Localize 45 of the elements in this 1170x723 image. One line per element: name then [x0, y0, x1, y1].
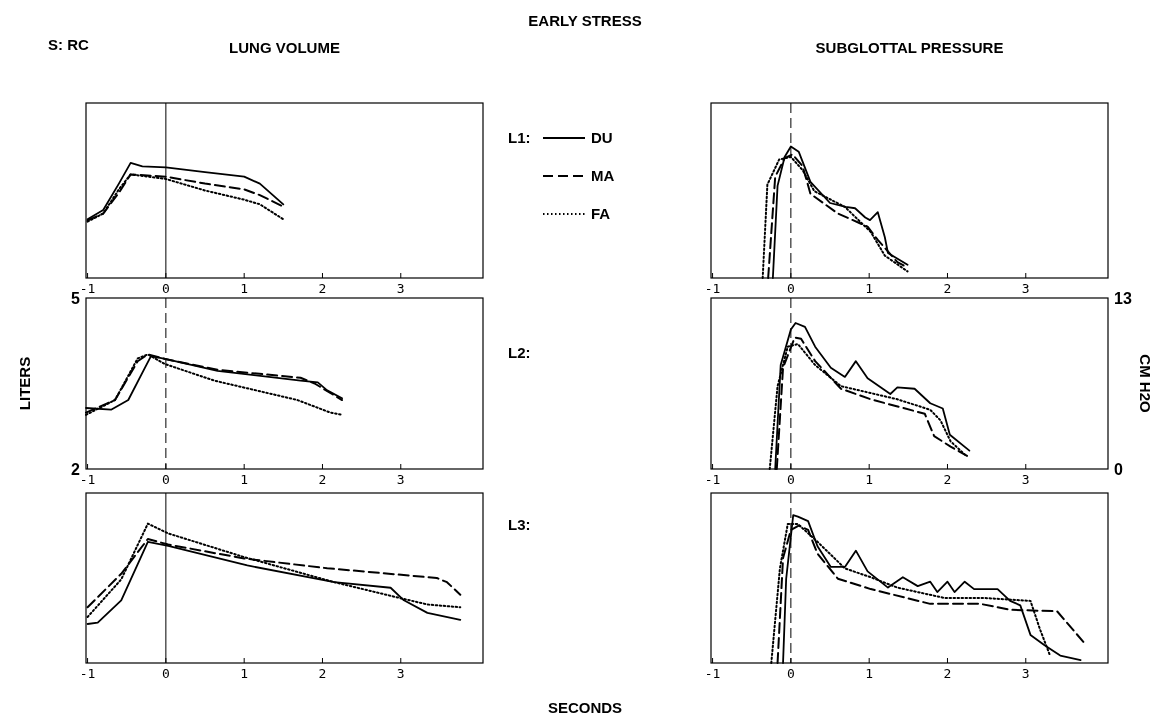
x-tick-label: 2	[318, 281, 327, 296]
text: L2:	[508, 344, 531, 361]
x-tick-label: 1	[865, 666, 874, 681]
x-tick-label: 0	[161, 666, 170, 681]
y-tick-label: 13	[1114, 290, 1132, 307]
x-tick-label: 0	[786, 281, 795, 296]
legend-label: FA	[591, 205, 611, 222]
x-tick-label: 3	[396, 472, 405, 487]
legend-label: MA	[591, 167, 615, 184]
x-tick-label: -1	[704, 666, 721, 681]
x-tick-label: 1	[865, 281, 874, 296]
x-tick-label: 2	[943, 472, 952, 487]
x-tick-label: 2	[943, 666, 952, 681]
chart-title: LUNG VOLUME	[229, 39, 340, 56]
x-tick-label: 0	[786, 666, 795, 681]
x-tick-label: 1	[240, 666, 249, 681]
x-tick-label: -1	[704, 472, 721, 487]
text: L1:	[508, 129, 531, 146]
text: EARLY STRESS	[528, 12, 642, 29]
x-tick-label: 1	[865, 472, 874, 487]
x-tick-label: -1	[79, 472, 96, 487]
x-tick-label: 3	[396, 666, 405, 681]
x-tick-label: 3	[396, 281, 405, 296]
x-tick-label: 2	[318, 666, 327, 681]
text: S: RC	[48, 36, 89, 53]
x-tick-label: 3	[1021, 666, 1030, 681]
x-tick-label: -1	[704, 281, 721, 296]
x-tick-label: 3	[1021, 472, 1030, 487]
y-tick-label: 5	[71, 290, 81, 307]
y-axis-title: LITERS	[16, 356, 33, 411]
x-tick-label: 1	[240, 281, 249, 296]
x-tick-label: 2	[318, 472, 327, 487]
x-tick-label: 0	[786, 472, 795, 487]
x-tick-label: 1	[240, 472, 249, 487]
x-tick-label: -1	[79, 281, 96, 296]
x-tick-label: 0	[161, 472, 170, 487]
x-tick-label: 3	[1021, 281, 1030, 296]
x-tick-label: 2	[943, 281, 952, 296]
legend-label: DU	[591, 129, 613, 146]
text: SECONDS	[547, 699, 623, 716]
y-axis-title: CM H2O	[1137, 354, 1154, 413]
text: L3:	[508, 516, 531, 533]
x-tick-label: -1	[79, 666, 96, 681]
chart-title: SUBGLOTTAL PRESSURE	[815, 39, 1004, 56]
x-tick-label: 0	[161, 281, 170, 296]
